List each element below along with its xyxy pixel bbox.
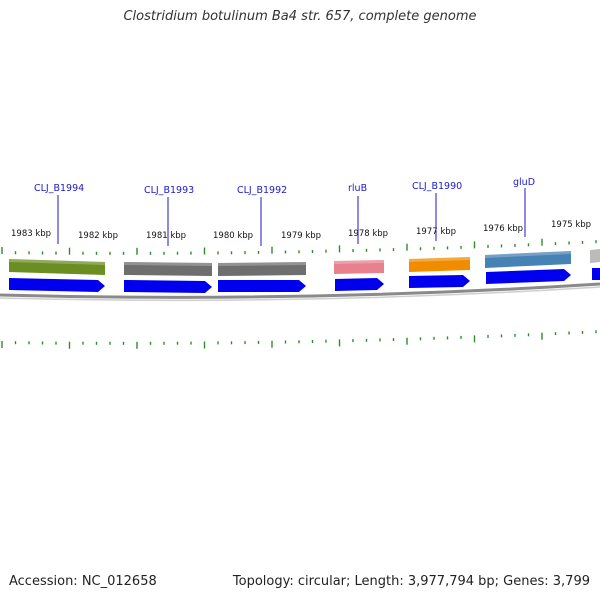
genome-summary-text: Topology: circular; Length: 3,977,794 bp… <box>232 574 590 589</box>
accession-text: Accession: NC_012658 <box>9 574 157 589</box>
cds-arrow-glud[interactable] <box>486 269 571 284</box>
ruler-ticks-bottom <box>1 330 597 349</box>
ruler-label: 1976 kbp <box>483 224 523 234</box>
cds-arrow-clj-b1992[interactable] <box>218 280 306 292</box>
feature-box-clj-b1990[interactable] <box>409 257 470 272</box>
ruler-label: 1981 kbp <box>146 231 186 241</box>
cds-arrow-clj-b1990[interactable] <box>409 275 470 288</box>
ruler-label: 1983 kbp <box>11 229 51 239</box>
gene-labels: CLJ_B1994 CLJ_B1993 CLJ_B1992 rluB CLJ_B… <box>34 177 535 196</box>
feature-highlight <box>334 260 384 264</box>
feature-box-clj-b1993[interactable] <box>124 262 212 276</box>
feature-box-glud[interactable] <box>485 251 571 268</box>
feature-highlight <box>409 257 470 262</box>
ruler-label: 1975 kbp <box>551 220 591 230</box>
gene-label-rlub[interactable]: rluB <box>348 183 367 194</box>
ruler-label: 1978 kbp <box>348 229 388 239</box>
cds-arrow-clj-b1993[interactable] <box>124 280 212 293</box>
ruler-label: 1979 kbp <box>281 231 321 241</box>
ruler-label: 1980 kbp <box>213 231 253 241</box>
feature-highlight <box>124 262 212 266</box>
feature-box-rlub[interactable] <box>334 260 384 274</box>
gene-label-glud[interactable]: gluD <box>513 177 535 188</box>
ruler-ticks-top <box>1 238 597 255</box>
cds-arrow-clj-b1994[interactable] <box>9 278 105 292</box>
cds-arrow-rlub[interactable] <box>335 278 384 291</box>
map-title: Clostridium botulinum Ba4 str. 657, comp… <box>123 9 477 24</box>
cds-track <box>9 268 600 293</box>
gene-label-clj-b1994[interactable]: CLJ_B1994 <box>34 183 84 194</box>
feature-box-clj-b1992[interactable] <box>218 262 306 276</box>
cds-arrow-partial[interactable] <box>592 268 600 280</box>
gene-label-clj-b1992[interactable]: CLJ_B1992 <box>237 185 287 196</box>
gene-leader-lines <box>57 188 526 246</box>
feature-highlight <box>485 251 571 258</box>
ruler-labels: 1983 kbp 1982 kbp 1981 kbp 1980 kbp 1979… <box>11 220 591 241</box>
gene-label-clj-b1990[interactable]: CLJ_B1990 <box>412 181 462 192</box>
ruler-label: 1982 kbp <box>78 231 118 241</box>
backbone-shadow <box>0 286 600 302</box>
feature-box-clj-b1994[interactable] <box>9 259 105 275</box>
feature-box-partial[interactable] <box>590 249 600 263</box>
feature-highlight <box>9 259 105 265</box>
gene-label-clj-b1993[interactable]: CLJ_B1993 <box>144 185 194 196</box>
genome-backbone <box>0 282 600 299</box>
feature-highlight <box>218 262 306 266</box>
feature-track <box>9 249 600 276</box>
